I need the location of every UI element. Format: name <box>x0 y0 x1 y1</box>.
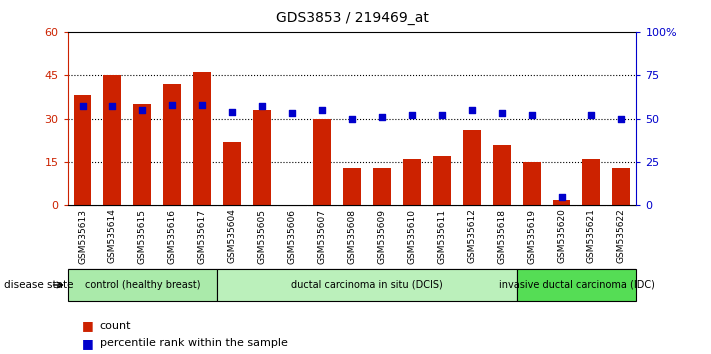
Bar <box>582 159 600 205</box>
Point <box>526 112 538 118</box>
Bar <box>552 200 570 205</box>
Text: GSM535615: GSM535615 <box>138 209 147 263</box>
Text: GSM535613: GSM535613 <box>78 209 87 263</box>
Point <box>436 112 447 118</box>
Bar <box>253 110 271 205</box>
Point <box>227 109 238 114</box>
Point <box>257 104 268 109</box>
Point <box>466 107 477 113</box>
Text: GSM535609: GSM535609 <box>378 209 386 263</box>
Point <box>406 112 417 118</box>
Bar <box>73 96 92 205</box>
Point <box>346 116 358 121</box>
Point <box>316 107 328 113</box>
Point <box>107 104 118 109</box>
Text: GDS3853 / 219469_at: GDS3853 / 219469_at <box>275 11 429 25</box>
Text: invasive ductal carcinoma (IDC): invasive ductal carcinoma (IDC) <box>498 280 654 290</box>
Text: disease state: disease state <box>4 280 73 290</box>
Text: GSM535610: GSM535610 <box>407 209 417 263</box>
Bar <box>134 104 151 205</box>
Text: GSM535604: GSM535604 <box>228 209 237 263</box>
Bar <box>433 156 451 205</box>
Text: GSM535611: GSM535611 <box>437 209 447 263</box>
Text: ■: ■ <box>82 337 94 350</box>
Bar <box>193 72 211 205</box>
Text: percentile rank within the sample: percentile rank within the sample <box>100 338 287 348</box>
Bar <box>523 162 540 205</box>
Text: control (healthy breast): control (healthy breast) <box>85 280 200 290</box>
Bar <box>612 168 631 205</box>
Point <box>586 112 597 118</box>
Text: GSM535608: GSM535608 <box>348 209 356 263</box>
Text: ■: ■ <box>82 319 94 332</box>
Point <box>196 102 208 108</box>
Point <box>287 110 298 116</box>
Text: GSM535605: GSM535605 <box>257 209 267 263</box>
Bar <box>313 119 331 205</box>
Text: GSM535620: GSM535620 <box>557 209 566 263</box>
Point <box>616 116 627 121</box>
Bar <box>218 269 517 301</box>
Point <box>137 107 148 113</box>
Text: GSM535621: GSM535621 <box>587 209 596 263</box>
Bar <box>493 144 510 205</box>
Point <box>496 110 508 116</box>
Bar <box>463 130 481 205</box>
Point <box>376 114 387 120</box>
Text: GSM535612: GSM535612 <box>467 209 476 263</box>
Text: GSM535617: GSM535617 <box>198 209 207 263</box>
Bar <box>68 269 218 301</box>
Text: GSM535614: GSM535614 <box>108 209 117 263</box>
Text: GSM535619: GSM535619 <box>527 209 536 263</box>
Text: ductal carcinoma in situ (DCIS): ductal carcinoma in situ (DCIS) <box>291 280 443 290</box>
Text: GSM535622: GSM535622 <box>617 209 626 263</box>
Bar <box>343 168 361 205</box>
Text: GSM535616: GSM535616 <box>168 209 177 263</box>
Text: GSM535606: GSM535606 <box>287 209 296 263</box>
Text: count: count <box>100 321 131 331</box>
Text: GSM535607: GSM535607 <box>318 209 326 263</box>
Text: GSM535618: GSM535618 <box>497 209 506 263</box>
Bar <box>223 142 241 205</box>
Bar <box>104 75 122 205</box>
Point <box>77 104 88 109</box>
Bar <box>164 84 181 205</box>
Bar <box>403 159 421 205</box>
Point <box>556 194 567 200</box>
Bar <box>373 168 391 205</box>
Point <box>166 102 178 108</box>
Bar <box>517 269 636 301</box>
